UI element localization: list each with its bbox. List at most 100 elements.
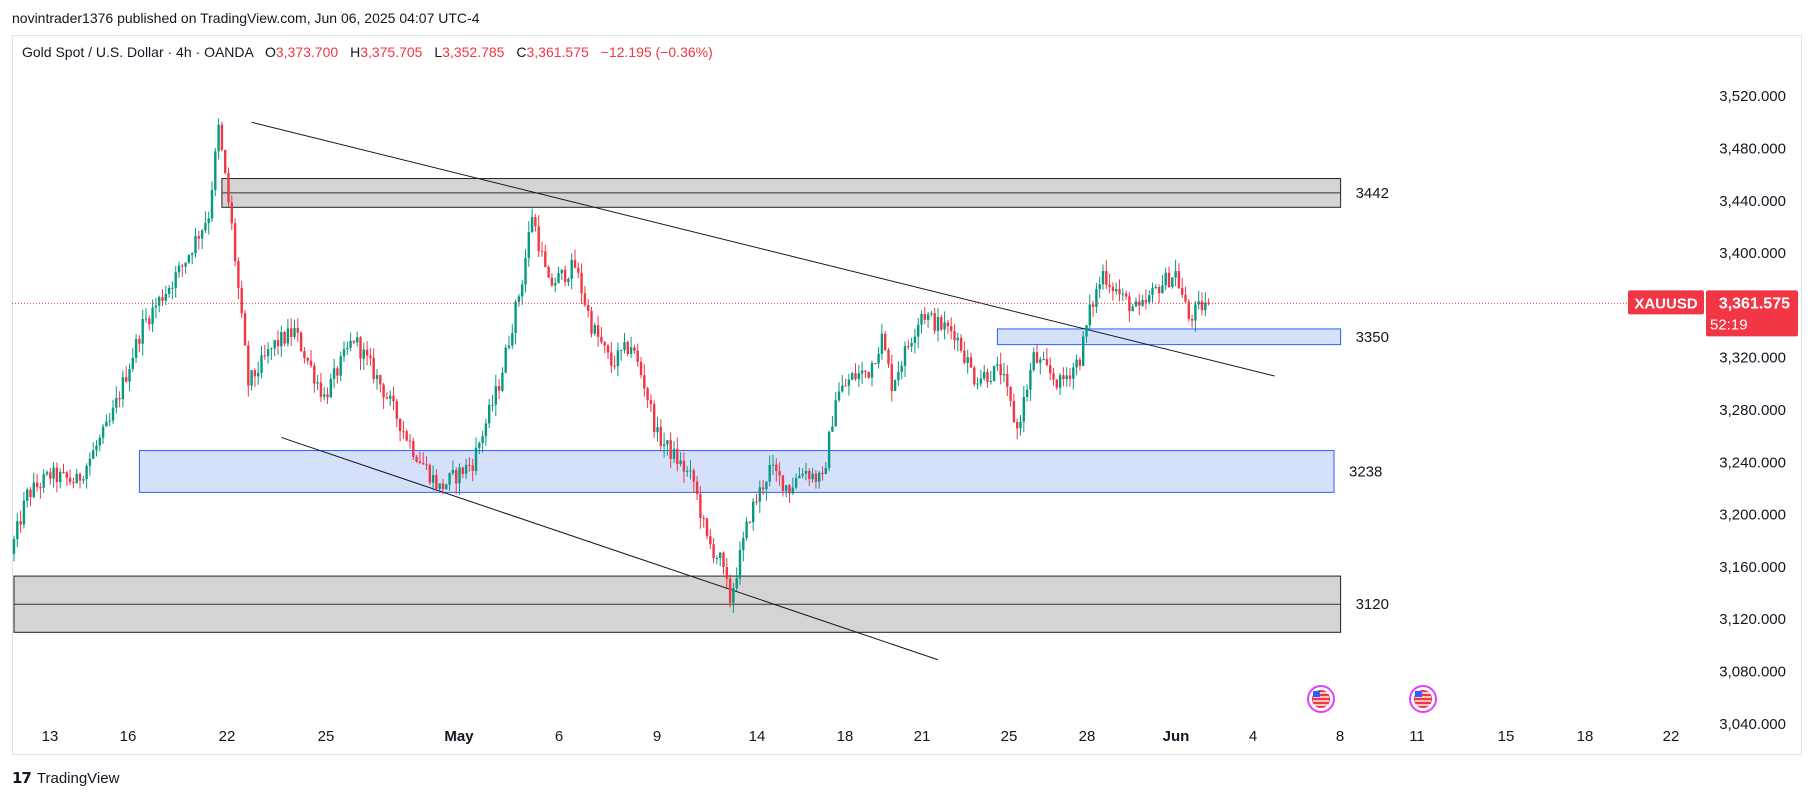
candle-body (1058, 375, 1062, 388)
candle-body (52, 467, 55, 479)
candle-body (326, 394, 329, 398)
candle-body (976, 383, 979, 385)
candle-body (1167, 272, 1171, 288)
candle-body (752, 501, 755, 523)
candle-body (560, 269, 563, 274)
zone-label-3120: 3120 (1356, 596, 1389, 613)
candle-body (679, 460, 682, 464)
candle-body (12, 539, 16, 554)
candle-body (847, 379, 851, 386)
candle-body (963, 350, 966, 363)
candle-body (78, 473, 82, 481)
candle-body (910, 342, 913, 347)
trendline-1[interactable] (251, 121, 1275, 377)
candle-body (441, 483, 445, 490)
x-tick-label: 14 (749, 728, 766, 745)
candle-body (1032, 352, 1035, 370)
us-flag-icon[interactable] (1307, 685, 1335, 713)
x-tick-label: 16 (120, 728, 137, 745)
candle-body (768, 464, 771, 482)
y-tick-label: 3,440.000 (1719, 193, 1786, 210)
candle-body (923, 313, 926, 320)
candle-body (111, 407, 115, 421)
candle-body (1118, 289, 1121, 295)
x-tick-label: 6 (555, 728, 563, 745)
candle-body (666, 440, 669, 445)
candle-body (1115, 289, 1118, 292)
high-label: H (350, 44, 361, 60)
candle-body (821, 472, 824, 474)
candle-body (989, 380, 992, 382)
candle-body (1157, 287, 1161, 294)
candle-body (1124, 293, 1128, 297)
candle-body (85, 465, 88, 480)
candle-body (953, 331, 956, 341)
candle-body (653, 403, 656, 433)
candle-body (154, 305, 158, 308)
candle-body (240, 288, 243, 314)
candle-body (42, 474, 45, 488)
candle-body (936, 317, 940, 331)
candle-body (930, 313, 933, 315)
candle-body (656, 427, 659, 433)
footer-brand[interactable]: 𝟭𝟳 TradingView (12, 769, 119, 788)
candle-body (530, 217, 534, 233)
trendline-2[interactable] (281, 436, 939, 661)
candle-body (1002, 373, 1006, 376)
candle-body (557, 273, 560, 284)
candle-body (524, 257, 527, 285)
candle-body (306, 358, 309, 361)
candle-body (563, 269, 567, 283)
candle-body (88, 458, 92, 466)
low-label: L (434, 44, 443, 60)
candle-body (161, 297, 164, 301)
candle-body (900, 365, 903, 372)
candle-body (1095, 289, 1098, 307)
publication-line: novintrader1376 published on TradingView… (12, 10, 480, 26)
x-tick-label: 11 (1409, 728, 1425, 745)
y-tick-label: 3,080.000 (1719, 664, 1786, 681)
candle-body (425, 464, 428, 466)
y-tick-label: 3,480.000 (1719, 140, 1786, 157)
candle-body (719, 552, 722, 558)
candle-body (26, 489, 29, 501)
candle-body (108, 420, 111, 422)
candle-body (537, 226, 540, 252)
candle-body (207, 218, 210, 224)
candle-body (570, 259, 573, 279)
candle-body (1141, 299, 1144, 306)
candle-body (917, 324, 920, 337)
candle-body (517, 296, 521, 302)
candle-body (1184, 294, 1187, 302)
candle-body (996, 364, 999, 366)
candle-body (148, 318, 151, 325)
candle-body (217, 124, 220, 152)
candle-body (250, 370, 253, 386)
candle-body (699, 494, 702, 519)
us-flag-icon[interactable] (1409, 685, 1437, 713)
candle-body (794, 478, 798, 488)
candle-body (230, 202, 233, 224)
zone-3350 (996, 328, 1342, 346)
candle-body (35, 482, 39, 488)
candle-body (280, 331, 283, 347)
candle-body (197, 236, 200, 239)
candle-body (771, 464, 775, 466)
candle-body (263, 355, 266, 357)
candle-body (478, 443, 481, 448)
candle-body (177, 265, 181, 273)
x-tick-label: 15 (1498, 728, 1515, 745)
time-axis[interactable]: 13 16 22 25 May 6 9 14 18 21 25 28 Jun 4 8 11 15 18 22 (42, 728, 1680, 745)
candle-body (804, 471, 808, 474)
events-layer[interactable] (1307, 685, 1437, 713)
candle-body (1190, 318, 1194, 321)
symbol-description[interactable]: Gold Spot / U.S. Dollar · 4h · OANDA (22, 44, 254, 60)
zones-layer: 3442 3350 3238 3120 (13, 178, 1389, 633)
price-axis[interactable]: 3,520.0003,480.0003,440.0003,400.0003,36… (1719, 88, 1786, 733)
candle-body (841, 385, 844, 392)
candle-body (501, 372, 504, 391)
candle-body (319, 382, 323, 397)
candle-body (676, 448, 679, 464)
candle-body (880, 333, 884, 354)
